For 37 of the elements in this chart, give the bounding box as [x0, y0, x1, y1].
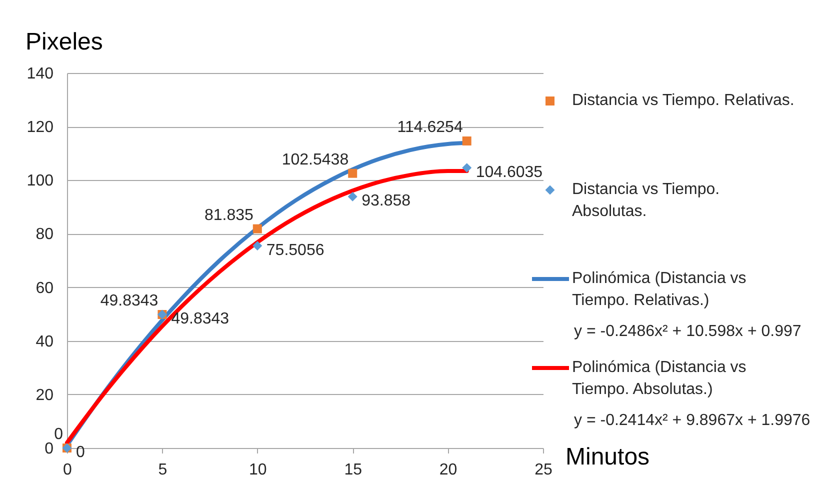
- y-tick-label: 60: [36, 280, 54, 297]
- data-label: 114.6254: [397, 118, 463, 136]
- legend-label: Polinómica (Distancia vs Tiempo. Absolutas.): [572, 359, 746, 398]
- x-tick-label: 20: [439, 462, 458, 478]
- data-label: 102.5438: [282, 151, 349, 168]
- x-tick-label: 5: [158, 462, 168, 478]
- point: [252, 224, 262, 234]
- x-tick-label: 10: [249, 462, 267, 478]
- y-tick-label: 120: [26, 119, 54, 136]
- data-label: 81.835: [204, 206, 254, 224]
- point: [348, 168, 358, 178]
- y-tick-label: 80: [36, 226, 54, 244]
- data-label: 49.8343: [100, 292, 158, 310]
- y-tick-label: 0: [44, 440, 54, 458]
- legend-label: Distancia vs Tiempo. Absolutas.: [572, 181, 720, 220]
- data-label: 0: [76, 444, 85, 461]
- text: y = -0.2486x² + 10.598x + 0.997: [574, 323, 802, 340]
- y-tick-label: 20: [36, 386, 54, 404]
- legend-label: Polinómica (Distancia vs Tiempo. Relativas.): [572, 270, 746, 309]
- x-tick-label: 25: [534, 462, 552, 478]
- point: [462, 136, 472, 146]
- data-label: 93.858: [362, 192, 411, 210]
- y-tick-label: 40: [36, 333, 54, 350]
- legend-label: Distancia vs Tiempo. Relativas.: [572, 92, 794, 109]
- y-tick-label: 100: [26, 172, 54, 190]
- x-axis-title: Minutos: [566, 444, 650, 470]
- y-axis-title: Pixeles: [26, 28, 103, 56]
- point: [462, 163, 472, 173]
- data-label: 49.8343: [171, 310, 230, 328]
- y-tick-label: 140: [26, 66, 54, 82]
- data-label: 104.6035: [476, 164, 543, 181]
- data-label: 75.5056: [266, 242, 324, 259]
- point: [252, 241, 262, 250]
- point: [348, 192, 358, 202]
- x-tick-label: 0: [63, 462, 72, 478]
- x-tick-label: 15: [344, 462, 362, 478]
- text: y = -0.2414x² + 9.8967x + 1.9976: [574, 412, 810, 429]
